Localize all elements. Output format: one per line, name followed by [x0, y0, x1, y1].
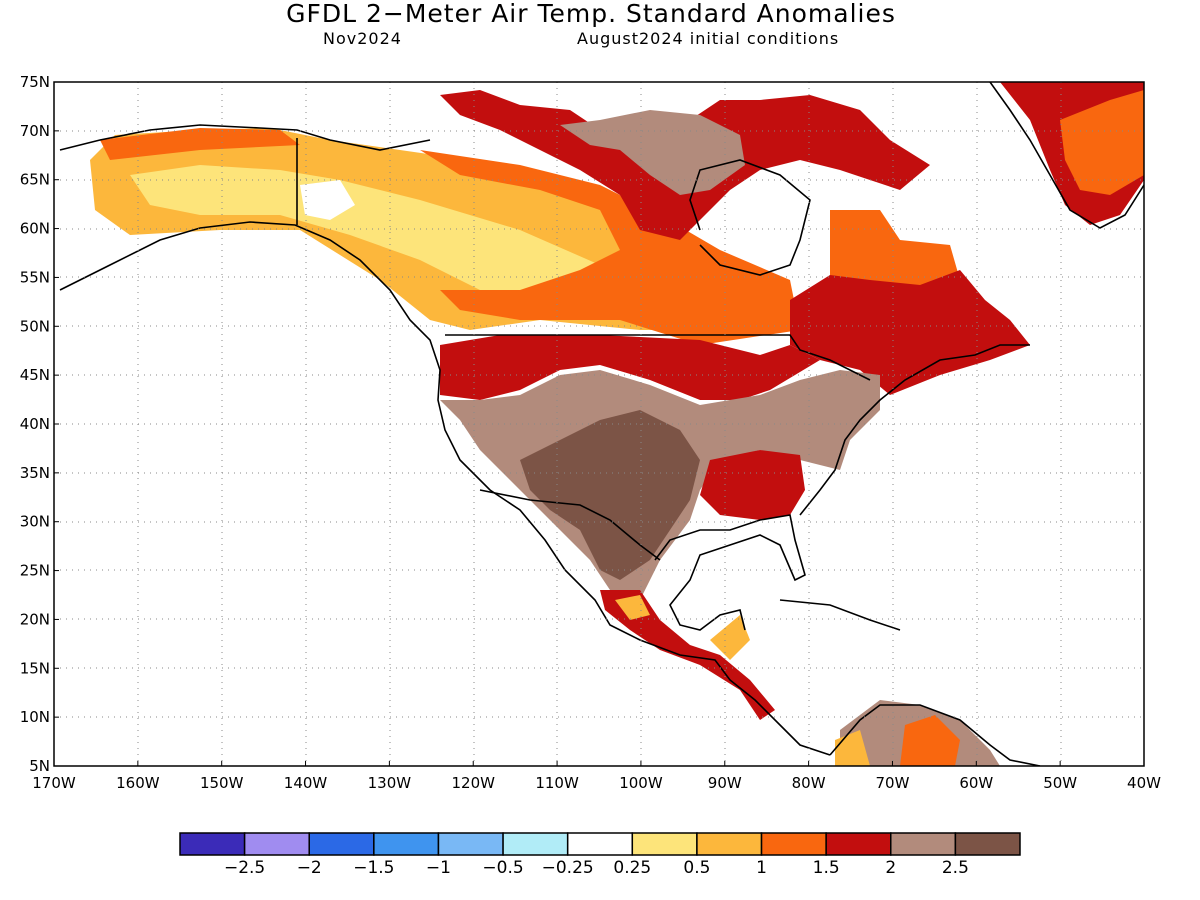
colorbar-label: 0.25 — [613, 858, 651, 878]
lat-tick-label: 10N — [20, 708, 50, 726]
colorbar-swatch — [760, 832, 827, 856]
lat-tick-label: 20N — [20, 610, 50, 628]
colorbar-swatch — [373, 832, 440, 856]
colorbar-swatch — [179, 832, 246, 856]
lat-tick-label: 50N — [20, 317, 50, 335]
lat-tick-label: 25N — [20, 562, 50, 580]
lon-tick-label: 130W — [368, 774, 412, 792]
colorbar-label: −2.5 — [224, 858, 265, 878]
colorbar-swatch — [566, 832, 634, 856]
lat-tick-label: 15N — [20, 659, 50, 677]
anomaly-region-yukon-white — [300, 180, 355, 220]
lon-tick-label: 50W — [1043, 774, 1077, 792]
lat-tick-label: 30N — [20, 513, 50, 531]
coastlines — [59, 82, 1144, 766]
colorbar-swatch — [502, 832, 569, 856]
anomaly-region-southwest-dark — [520, 410, 700, 580]
lon-tick-label: 40W — [1127, 774, 1161, 792]
valid-month: Nov2024 — [323, 29, 402, 48]
colorbar-label: 1 — [756, 858, 767, 878]
colorbar-label: −1.5 — [353, 858, 394, 878]
lat-tick-label: 75N — [20, 73, 50, 91]
anomaly-region-canada-orange — [100, 128, 800, 345]
anomaly-region-southeast — [700, 450, 805, 520]
lon-tick-label: 60W — [959, 774, 993, 792]
anomaly-region-yukon-light — [130, 165, 600, 290]
colorbar-label: −0.25 — [542, 858, 594, 878]
colorbar-swatch — [954, 832, 1021, 856]
anomaly-region-south-america-orange — [900, 715, 960, 766]
colorbar-label: 2 — [885, 858, 896, 878]
lon-tick-label: 90W — [708, 774, 742, 792]
lat-tick-label: 70N — [20, 122, 50, 140]
axis-ticks: 75N 70N 65N 60N 55N 50N 45N 40N 35N 30N 25N 20N 15N 1… — [20, 73, 1161, 792]
colorbar-label: 0.5 — [683, 858, 710, 878]
map-title: GFDL 2−Meter Air Temp. Standard Anomalie… — [286, 0, 896, 28]
colorbar-label: −1 — [426, 858, 451, 878]
lat-tick-label: 60N — [20, 220, 50, 238]
lon-tick-label: 80W — [792, 774, 826, 792]
colorbar-swatch — [890, 832, 957, 856]
border-us-mexico — [479, 489, 661, 561]
anomaly-region-arctic — [440, 90, 930, 240]
colorbar-swatch — [308, 832, 375, 856]
lon-tick-label: 100W — [619, 774, 663, 792]
colorbar-swatch — [437, 832, 504, 856]
anomaly-region-mexico-south — [600, 590, 775, 720]
coastline-north-america — [59, 124, 1030, 756]
grid-lon — [137, 82, 1062, 766]
coastline-south-america — [829, 704, 1041, 766]
colorbar-swatch — [696, 832, 763, 856]
lat-tick-label: 65N — [20, 171, 50, 189]
coastline-cuba — [779, 599, 901, 631]
coastline-greenland — [989, 82, 1144, 229]
lat-tick-label: 5N — [29, 757, 50, 775]
lon-tick-label: 150W — [200, 774, 244, 792]
lon-tick-label: 140W — [284, 774, 328, 792]
lon-tick-label: 110W — [535, 774, 579, 792]
anomaly-region-greenland-orange — [1060, 90, 1144, 195]
anomaly-field — [90, 82, 1144, 766]
lon-tick-label: 170W — [32, 774, 76, 792]
colorbar: −2.5 −2 −1.5 −1 −0.5 −0.25 0.25 0.5 1 1.5 2 2.5 — [179, 832, 1021, 878]
initial-conditions: August2024 initial conditions — [577, 29, 840, 48]
lat-tick-label: 40N — [20, 415, 50, 433]
anomaly-region-us-north — [440, 335, 820, 400]
colorbar-label: 1.5 — [813, 858, 840, 878]
colorbar-label: 2.5 — [942, 858, 969, 878]
colorbar-label: −0.5 — [482, 858, 523, 878]
colorbar-swatch — [825, 832, 892, 856]
grid-lines — [54, 82, 1144, 766]
colorbar-swatch — [631, 832, 698, 856]
lon-tick-label: 120W — [451, 774, 495, 792]
anomaly-region-quebec — [830, 210, 960, 300]
lat-tick-label: 55N — [20, 268, 50, 286]
colorbar-label: −2 — [297, 858, 322, 878]
lon-tick-label: 160W — [116, 774, 160, 792]
border-us-canada — [445, 334, 871, 381]
lon-tick-label: 70W — [876, 774, 910, 792]
lat-tick-label: 45N — [20, 366, 50, 384]
anomaly-region-eastcanada-red — [790, 270, 1030, 395]
lat-tick-label: 35N — [20, 464, 50, 482]
anomaly-region-mexico-orange — [615, 595, 750, 660]
colorbar-swatch — [243, 832, 310, 856]
